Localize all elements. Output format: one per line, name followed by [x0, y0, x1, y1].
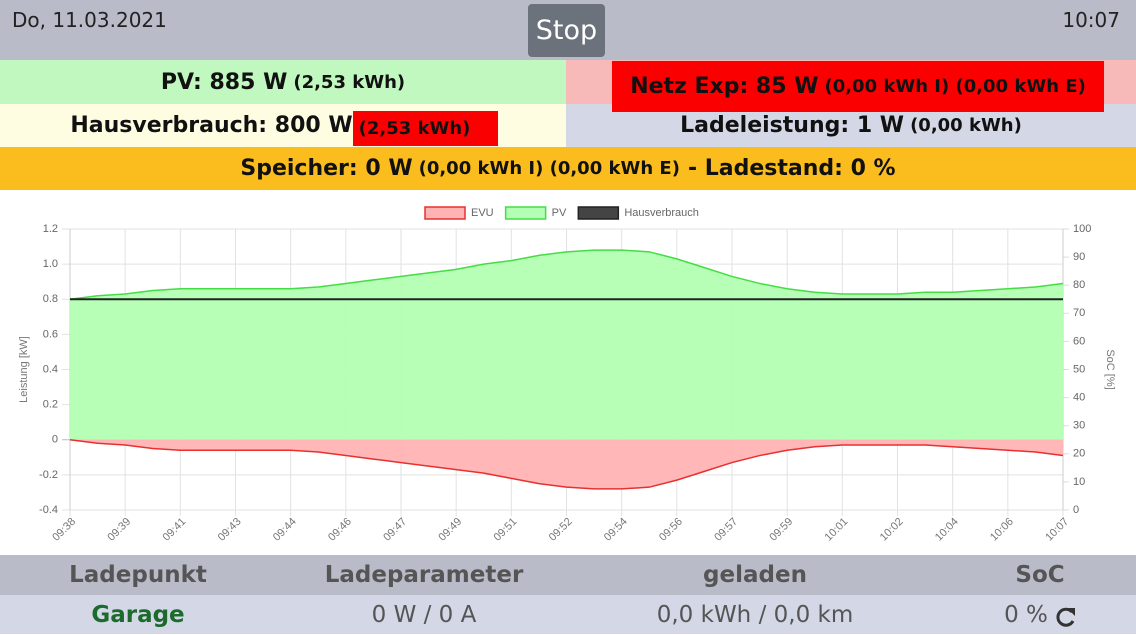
charging-label: Ladeleistung: 1 W — [680, 113, 905, 138]
y2-tick-label: 20 — [1073, 448, 1085, 460]
x-tick-label: 09:52 — [547, 516, 575, 544]
y2-tick-label: 0 — [1073, 504, 1079, 516]
y-tick-label: 1.2 — [43, 223, 58, 235]
y-tick-label: 0 — [52, 434, 58, 446]
y-axis-title: Leistung [kW] — [18, 336, 30, 403]
y2-axis-title: SoC [%] — [1104, 349, 1116, 389]
pv-row: PV: 885 W (2,53 kWh) — [0, 60, 566, 104]
charging-detail: (0,00 kWh) — [910, 115, 1022, 136]
x-tick-label: 09:59 — [767, 516, 795, 544]
x-tick-label: 09:49 — [436, 516, 464, 544]
y-tick-label: 0.2 — [43, 399, 58, 411]
y2-tick-label: 60 — [1073, 335, 1085, 347]
y2-tick-label: 90 — [1073, 251, 1085, 263]
x-tick-label: 09:54 — [602, 516, 630, 544]
house-label: Hausverbrauch: 800 W — [70, 113, 353, 138]
legend-swatch — [424, 206, 466, 220]
y-tick-label: 0.6 — [43, 328, 58, 340]
table-cell: 0 % — [1004, 602, 1048, 628]
legend-label: Hausverbrauch — [624, 207, 699, 219]
table-row — [0, 595, 1136, 634]
table-heading: SoC — [1015, 562, 1065, 588]
chart: -0.4 -0.2 0 0.2 0.4 0.6 0.8 1.0 1.2 0 10 20 30 40 50 60… — [18, 206, 1116, 544]
storage-row: Speicher: 0 W (0,00 kWh I) (0,00 kWh E) - … — [0, 147, 1136, 190]
y-tick-label: -0.2 — [39, 469, 58, 481]
grid-detail: (0,00 kWh I) (0,00 kWh E) — [824, 76, 1086, 97]
legend-label: EVU — [471, 207, 494, 219]
x-tick-label: 09:47 — [381, 516, 409, 544]
table-cell: 0 W / 0 A — [371, 602, 477, 628]
series-line — [69, 249, 1064, 300]
legend-swatch — [577, 206, 620, 220]
y-tick-label: 0.8 — [43, 293, 58, 305]
y2-tick-label: 80 — [1073, 279, 1085, 291]
x-tick-label: 09:44 — [271, 516, 299, 544]
table-heading: geladen — [703, 562, 807, 588]
pv-detail: (2,53 kWh) — [293, 71, 406, 93]
storage-soc: - Ladestand: 0 % — [687, 156, 896, 181]
storage-label: Speicher: 0 W — [240, 156, 413, 181]
x-tick-label: 09:46 — [326, 516, 354, 544]
x-tick-label: 09:56 — [657, 516, 685, 544]
time: 10:07 — [1062, 8, 1120, 32]
x-tick-label: 09:39 — [105, 516, 133, 544]
x-tick-label: 10:06 — [988, 516, 1016, 544]
y2-tick-label: 70 — [1073, 307, 1085, 319]
table-heading: Ladepunkt — [69, 562, 207, 588]
table-cell: 0,0 kWh / 0,0 km — [656, 602, 854, 628]
series-line — [69, 439, 1064, 490]
area-fill — [70, 250, 1063, 440]
table-header — [0, 555, 1136, 595]
y-tick-label: -0.4 — [39, 504, 58, 516]
pv-label: PV: 885 W — [160, 69, 288, 95]
y-tick-label: 1.0 — [43, 258, 58, 270]
stop-button[interactable]: Stop — [528, 4, 605, 57]
legend-label: PV — [552, 207, 567, 219]
x-tick-label: 09:57 — [712, 516, 740, 544]
date: Do, 11.03.2021 — [12, 8, 167, 32]
y2-tick-label: 100 — [1073, 223, 1091, 235]
x-tick-label: 09:38 — [50, 516, 78, 544]
y2-tick-label: 10 — [1073, 476, 1085, 488]
x-tick-label: 10:07 — [1043, 516, 1071, 544]
x-tick-label: 10:04 — [933, 516, 961, 544]
grid-label: Netz Exp: 85 W — [630, 74, 819, 99]
x-tick-label: 09:41 — [161, 516, 189, 544]
grid-box: Netz Exp: 85 W (0,00 kWh I) (0,00 kWh E) — [612, 61, 1104, 112]
top-bar: Do, 11.03.2021 Stop 10:07 — [0, 0, 1136, 60]
area-fill — [70, 439, 1063, 489]
table-heading: Ladeparameter — [324, 562, 524, 588]
y2-tick-label: 40 — [1073, 392, 1085, 404]
x-tick-label: 09:43 — [216, 516, 244, 544]
charge-point-name: Garage — [91, 602, 185, 628]
x-tick-label: 10:01 — [823, 516, 851, 544]
x-tick-label: 09:51 — [492, 516, 520, 544]
x-tick-label: 10:02 — [878, 516, 906, 544]
house-detail: (2,53 kWh) — [352, 111, 498, 146]
storage-detail: (0,00 kWh I) (0,00 kWh E) — [418, 158, 680, 179]
y-tick-label: 0.4 — [43, 363, 58, 375]
legend-swatch — [504, 206, 547, 220]
refresh-icon[interactable] — [1054, 605, 1078, 629]
y2-tick-label: 30 — [1073, 420, 1085, 432]
house-row: Hausverbrauch: 800 W (2,53 kWh) — [0, 104, 566, 147]
y2-tick-label: 50 — [1073, 363, 1085, 375]
